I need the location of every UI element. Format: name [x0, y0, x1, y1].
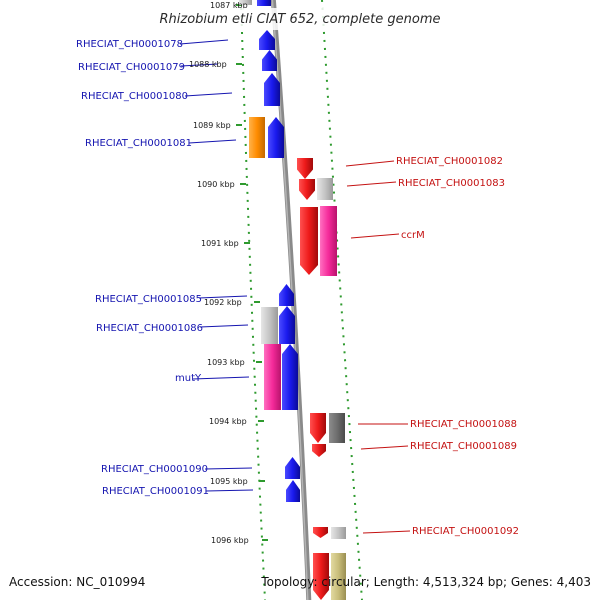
leader-line	[350, 233, 400, 239]
gene-forward-arrow[interactable]	[282, 344, 298, 410]
gene-reverse-arrow[interactable]	[310, 413, 326, 443]
gene-label[interactable]: RHECIAT_CH0001086	[96, 323, 203, 334]
tick-label: 1091 kbp	[201, 239, 239, 248]
tick-label: 1095 kbp	[210, 477, 248, 486]
gene-pink[interactable]	[264, 344, 281, 410]
gene-labels-right: RHECIAT_CH0001082 RHECIAT_CH0001083 ccrM…	[396, 156, 519, 537]
gene-forward-arrow[interactable]	[286, 480, 300, 502]
gene-label[interactable]: RHECIAT_CH0001082	[396, 156, 503, 167]
gene-reverse-arrow[interactable]	[313, 553, 329, 600]
map-title: Rhizobium etli CIAT 652, complete genome	[160, 12, 441, 27]
tick-label: 1088 kbp	[189, 60, 227, 69]
gene-label[interactable]: RHECIAT_CH0001090	[101, 464, 208, 475]
leader-line	[199, 324, 249, 328]
gene-forward-arrow[interactable]	[285, 457, 300, 479]
gene-forward-arrow[interactable]	[279, 306, 295, 344]
leader-line	[184, 92, 233, 97]
tick-label: 1093 kbp	[207, 358, 245, 367]
left-dotted-track	[240, 0, 266, 600]
tick-label: 1089 kbp	[193, 121, 231, 130]
gene-orange[interactable]	[249, 117, 265, 158]
gene-gray[interactable]	[331, 527, 346, 539]
leader-line	[346, 181, 397, 187]
tick-label: 1096 kbp	[211, 536, 249, 545]
gene-label[interactable]: RHECIAT_CH0001091	[102, 486, 209, 497]
leader-line	[360, 445, 409, 450]
gene-features	[239, 0, 346, 600]
right-dotted-track	[321, 0, 363, 600]
gene-forward-arrow[interactable]	[262, 50, 277, 71]
leader-line	[192, 376, 250, 380]
gene-reverse-arrow[interactable]	[297, 158, 313, 179]
gene-gray[interactable]	[239, 0, 252, 5]
topology-text: Topology: circular; Length: 4,513,324 bp…	[260, 575, 591, 589]
gene-label[interactable]: RHECIAT_CH0001080	[81, 91, 188, 102]
gene-dark-gray[interactable]	[329, 413, 345, 443]
label-leader-lines	[179, 39, 411, 534]
gene-label[interactable]: RHECIAT_CH0001079	[78, 62, 185, 73]
leader-line	[205, 489, 254, 492]
leader-line	[345, 160, 395, 167]
gene-label[interactable]: RHECIAT_CH0001083	[398, 178, 505, 189]
gene-reverse-arrow[interactable]	[313, 527, 328, 538]
tick-label: 1090 kbp	[197, 180, 235, 189]
gene-label[interactable]: RHECIAT_CH0001081	[85, 138, 192, 149]
tick-marks	[236, 4, 268, 541]
gene-forward-arrow[interactable]	[279, 284, 294, 306]
gene-label[interactable]: RHECIAT_CH0001085	[95, 294, 202, 305]
gene-label[interactable]: ccrM	[401, 230, 425, 241]
gene-label[interactable]: mutY	[175, 373, 202, 384]
gene-forward-arrow[interactable]	[268, 117, 284, 158]
title-backdrop	[140, 8, 460, 30]
gene-olive[interactable]	[331, 553, 346, 600]
gene-label[interactable]: RHECIAT_CH0001078	[76, 39, 183, 50]
gene-gray[interactable]	[317, 178, 333, 200]
gene-label[interactable]: RHECIAT_CH0001092	[412, 526, 519, 537]
track-guides	[240, 0, 363, 600]
gene-label[interactable]: RHECIAT_CH0001088	[410, 419, 517, 430]
leader-line	[362, 530, 411, 534]
leader-line	[204, 467, 253, 470]
leader-line	[180, 63, 219, 67]
accession-text: Accession: NC_010994	[9, 575, 145, 589]
leader-line	[188, 139, 237, 144]
gene-reverse-arrow[interactable]	[300, 207, 318, 275]
tick-labels: 1087 kbp 1088 kbp 1089 kbp 1090 kbp 1091…	[189, 1, 249, 545]
tick-label: 1092 kbp	[204, 298, 242, 307]
gene-labels-left: RHECIAT_CH0001078 RHECIAT_CH0001079 RHEC…	[76, 39, 209, 497]
leader-line	[179, 39, 229, 45]
gene-reverse-arrow[interactable]	[299, 179, 315, 200]
gene-forward[interactable]	[257, 0, 271, 6]
gene-pink[interactable]	[320, 206, 337, 276]
tick-label: 1087 kbp	[210, 1, 248, 10]
gene-forward-arrow[interactable]	[264, 73, 280, 106]
gene-forward-arrow[interactable]	[259, 30, 275, 50]
gene-reverse-arrow[interactable]	[312, 444, 326, 457]
tick-label: 1094 kbp	[209, 417, 247, 426]
leader-line	[198, 295, 248, 299]
gene-gray[interactable]	[261, 307, 278, 344]
gene-label[interactable]: RHECIAT_CH0001089	[410, 441, 517, 452]
